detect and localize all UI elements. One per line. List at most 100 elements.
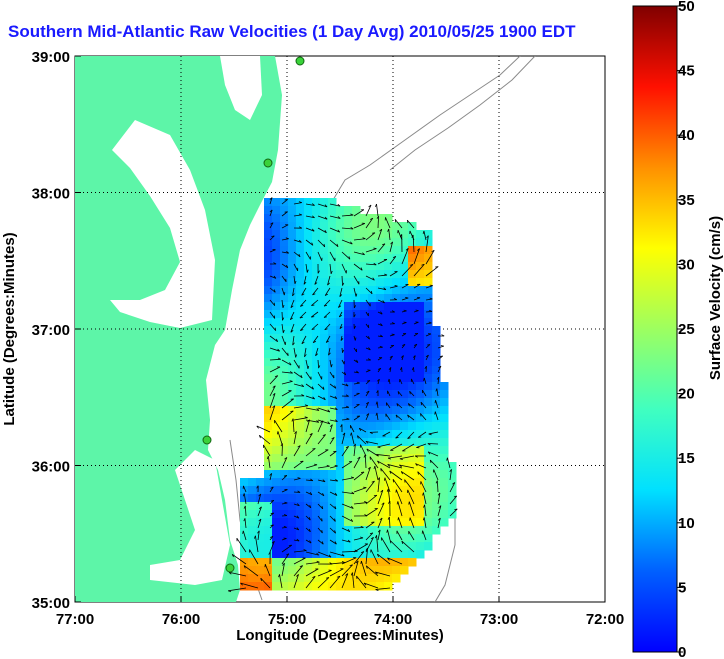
velocity-vector-head xyxy=(365,401,369,405)
velocity-cell xyxy=(376,374,385,383)
velocity-vector-head xyxy=(365,441,369,444)
velocity-vector-head xyxy=(438,505,442,509)
velocity-vector xyxy=(281,287,285,296)
velocity-cell xyxy=(384,390,393,399)
velocity-vector-head xyxy=(345,573,349,576)
velocity-vector-head xyxy=(341,561,345,563)
velocity-cell xyxy=(320,486,329,495)
velocity-cell xyxy=(272,438,281,447)
velocity-cell xyxy=(304,390,313,399)
velocity-cell xyxy=(408,550,417,559)
velocity-cell xyxy=(376,302,385,311)
velocity-cell xyxy=(264,542,273,551)
velocity-vector-head xyxy=(417,248,420,251)
velocity-cell xyxy=(392,302,401,311)
velocity-cell xyxy=(376,214,385,223)
velocity-vector-head xyxy=(327,421,331,425)
velocity-cell xyxy=(384,446,393,455)
velocity-cell xyxy=(288,414,297,423)
velocity-cell xyxy=(360,430,369,439)
velocity-cell xyxy=(368,462,377,471)
velocity-vector xyxy=(329,479,338,482)
velocity-vector-head xyxy=(394,219,397,223)
velocity-cell xyxy=(448,502,457,511)
velocity-cell xyxy=(312,294,321,303)
velocity-cell xyxy=(376,222,385,231)
velocity-cell xyxy=(384,502,393,511)
velocity-vector xyxy=(360,444,367,457)
velocity-vector xyxy=(401,540,415,553)
velocity-vector xyxy=(420,401,427,409)
velocity-cell xyxy=(320,286,329,295)
velocity-cell xyxy=(304,302,313,311)
velocity-cell xyxy=(360,510,369,519)
velocity-cell xyxy=(368,294,377,303)
velocity-vector-head xyxy=(346,417,350,420)
velocity-cell xyxy=(432,382,441,391)
velocity-cell xyxy=(440,406,449,415)
velocity-vector-head xyxy=(399,464,402,468)
velocity-cell xyxy=(336,310,345,319)
velocity-vector-head xyxy=(290,317,293,321)
velocity-vector-head xyxy=(290,330,294,333)
velocity-cell xyxy=(336,422,345,431)
velocity-cell xyxy=(336,494,345,503)
velocity-cell xyxy=(312,222,321,231)
velocity-cell xyxy=(328,246,337,255)
velocity-cell xyxy=(336,382,345,391)
velocity-cell xyxy=(280,350,289,359)
velocity-cell xyxy=(272,430,281,439)
velocity-cell xyxy=(320,230,329,239)
velocity-cell xyxy=(256,574,265,583)
velocity-vector-head xyxy=(389,540,392,544)
velocity-cell xyxy=(280,238,289,247)
velocity-cell xyxy=(256,542,265,551)
velocity-vector xyxy=(329,515,336,522)
velocity-vector-head xyxy=(347,528,351,532)
velocity-vector-head xyxy=(342,432,346,436)
velocity-vector-head xyxy=(386,529,388,533)
velocity-cell xyxy=(288,326,297,335)
velocity-cell xyxy=(304,406,313,415)
velocity-vector xyxy=(365,494,378,505)
velocity-cell xyxy=(280,374,289,383)
velocity-cell xyxy=(320,206,329,215)
velocity-vector xyxy=(257,493,262,505)
velocity-vector-head xyxy=(364,501,368,503)
velocity-cell xyxy=(312,382,321,391)
velocity-cell xyxy=(416,494,425,503)
map-layer xyxy=(75,56,282,602)
velocity-cell xyxy=(272,390,281,399)
velocity-cell xyxy=(352,302,361,311)
velocity-cell xyxy=(408,302,417,311)
velocity-vector xyxy=(293,214,302,217)
velocity-vector-head xyxy=(350,476,354,479)
velocity-vector-head xyxy=(334,492,338,496)
velocity-cell xyxy=(400,478,409,487)
velocity-cell xyxy=(368,510,377,519)
velocity-cell xyxy=(288,238,297,247)
velocity-vector xyxy=(305,383,314,390)
velocity-cell xyxy=(336,254,345,263)
velocity-cell xyxy=(416,462,425,471)
velocity-cell xyxy=(400,366,409,375)
velocity-vector xyxy=(369,456,379,469)
velocity-vector xyxy=(377,460,391,469)
velocity-vector xyxy=(277,431,283,445)
velocity-vector-head xyxy=(429,297,433,300)
velocity-cell xyxy=(440,390,449,399)
velocity-vector-head xyxy=(324,229,327,233)
velocity-vector-head xyxy=(370,536,374,540)
velocity-vector-head xyxy=(375,203,377,208)
velocity-cell xyxy=(296,358,305,367)
velocity-vector xyxy=(292,418,295,433)
y-tick-label: 38:00 xyxy=(32,186,70,203)
velocity-vector-head xyxy=(422,230,425,234)
velocity-vector-head xyxy=(407,403,410,407)
velocity-vector-head xyxy=(334,419,338,422)
velocity-vector-head xyxy=(335,478,339,482)
velocity-cell xyxy=(336,278,345,287)
velocity-cell xyxy=(336,262,345,271)
velocity-vector-head xyxy=(342,349,345,353)
velocity-cell xyxy=(304,318,313,327)
